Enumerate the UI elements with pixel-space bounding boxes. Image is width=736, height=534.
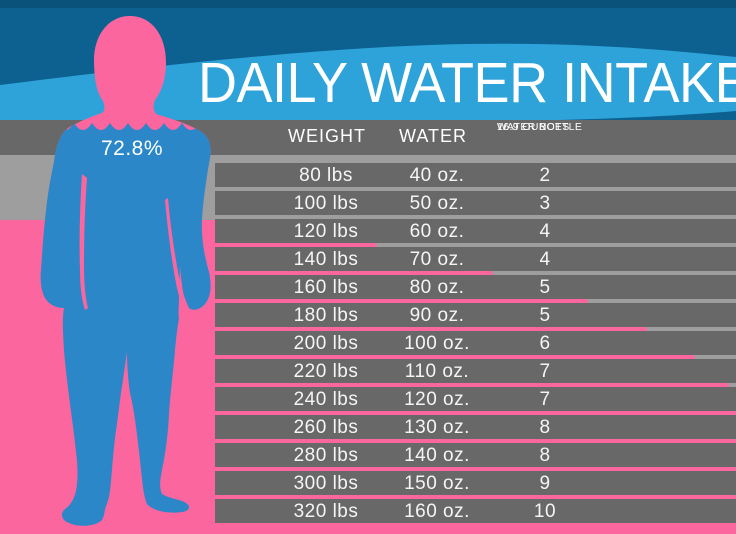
cell-weight: 300 lbs <box>293 473 359 494</box>
cell-water: 60 oz. <box>409 221 465 242</box>
cell-bottles: 9 <box>539 473 551 494</box>
pink-underline-bar <box>215 495 736 500</box>
cell-weight: 180 lbs <box>293 305 359 326</box>
cell-weight: 120 lbs <box>293 221 359 242</box>
cell-water: 90 oz. <box>409 305 465 326</box>
pink-underline-bar <box>215 439 736 444</box>
cell-water: 70 oz. <box>409 249 465 270</box>
table-row: 280 lbs 140 oz. 8 <box>215 443 736 467</box>
pink-underline-bar <box>215 243 377 248</box>
cell-weight: 220 lbs <box>293 361 359 382</box>
cell-weight: 320 lbs <box>293 501 359 522</box>
table-row: 240 lbs 120 oz. 7 <box>215 387 736 411</box>
pink-underline-bar <box>215 271 493 276</box>
pink-underline-bar <box>215 467 736 472</box>
cell-weight: 260 lbs <box>293 417 359 438</box>
table-row: 140 lbs 70 oz. 4 <box>215 247 736 271</box>
pink-underline-bar <box>215 327 647 332</box>
cell-weight: 240 lbs <box>293 389 359 410</box>
cell-water: 120 oz. <box>404 389 470 410</box>
page-title: DAILY WATER INTAKE <box>198 51 736 115</box>
body-water-percent-label: 72.8% <box>100 137 164 160</box>
cell-weight: 80 lbs <box>299 165 353 186</box>
bottom-pink-band <box>0 523 736 534</box>
table-row: 80 lbs 40 oz. 2 <box>215 163 736 187</box>
cell-bottles: 5 <box>539 305 551 326</box>
cell-water: 160 oz. <box>404 501 470 522</box>
pink-underline-bar <box>215 299 588 304</box>
table-row: 100 lbs 50 oz. 3 <box>215 191 736 215</box>
cell-weight: 200 lbs <box>293 333 359 354</box>
table-row: 300 lbs 150 oz. 9 <box>215 471 736 495</box>
table-row: 220 lbs 110 oz. 7 <box>215 359 736 383</box>
cell-bottles: 8 <box>539 417 551 438</box>
cell-bottles: 4 <box>539 249 551 270</box>
pink-underline-bar <box>215 411 736 416</box>
table-row: 160 lbs 80 oz. 5 <box>215 275 736 299</box>
cell-bottles: 4 <box>539 221 551 242</box>
cell-bottles: 2 <box>539 165 551 186</box>
table-row: 180 lbs 90 oz. 5 <box>215 303 736 327</box>
table-row: 200 lbs 100 oz. 6 <box>215 331 736 355</box>
cell-water: 80 oz. <box>409 277 465 298</box>
column-header-water: WATER <box>399 126 467 146</box>
left-arm-gap <box>79 174 88 310</box>
cell-weight: 100 lbs <box>293 193 359 214</box>
cell-water: 110 oz. <box>404 361 470 382</box>
column-header-bottle-line2: 16.9 OUNCES <box>497 121 570 133</box>
top-dark-strip <box>0 0 736 8</box>
table-row: 120 lbs 60 oz. 4 <box>215 219 736 243</box>
right-arm-gap <box>165 198 189 312</box>
cell-bottles: 6 <box>539 333 551 354</box>
cell-bottles: 8 <box>539 445 551 466</box>
pink-underline-bar <box>215 383 729 388</box>
table-row: 260 lbs 130 oz. 8 <box>215 415 736 439</box>
column-header-bottle-line1: WATER BOTTLE <box>497 121 583 133</box>
column-header-weight: WEIGHT <box>288 126 366 146</box>
cell-bottles: 5 <box>539 277 551 298</box>
cell-bottles: 10 <box>533 501 557 522</box>
pink-underline-bar <box>215 355 695 360</box>
cell-water: 130 oz. <box>404 417 470 438</box>
cell-water: 100 oz. <box>404 333 470 354</box>
cell-bottles: 7 <box>539 389 551 410</box>
cell-water: 40 oz. <box>409 165 465 186</box>
cell-bottles: 7 <box>539 361 551 382</box>
cell-water: 50 oz. <box>409 193 465 214</box>
body-water-fill <box>40 123 211 526</box>
cell-weight: 280 lbs <box>293 445 359 466</box>
cell-water: 150 oz. <box>404 473 470 494</box>
cell-weight: 160 lbs <box>293 277 359 298</box>
header-wave-band <box>0 43 736 122</box>
table-row: 320 lbs 160 oz. 10 <box>215 499 736 523</box>
cell-water: 140 oz. <box>404 445 470 466</box>
cell-bottles: 3 <box>539 193 551 214</box>
cell-weight: 140 lbs <box>293 249 359 270</box>
